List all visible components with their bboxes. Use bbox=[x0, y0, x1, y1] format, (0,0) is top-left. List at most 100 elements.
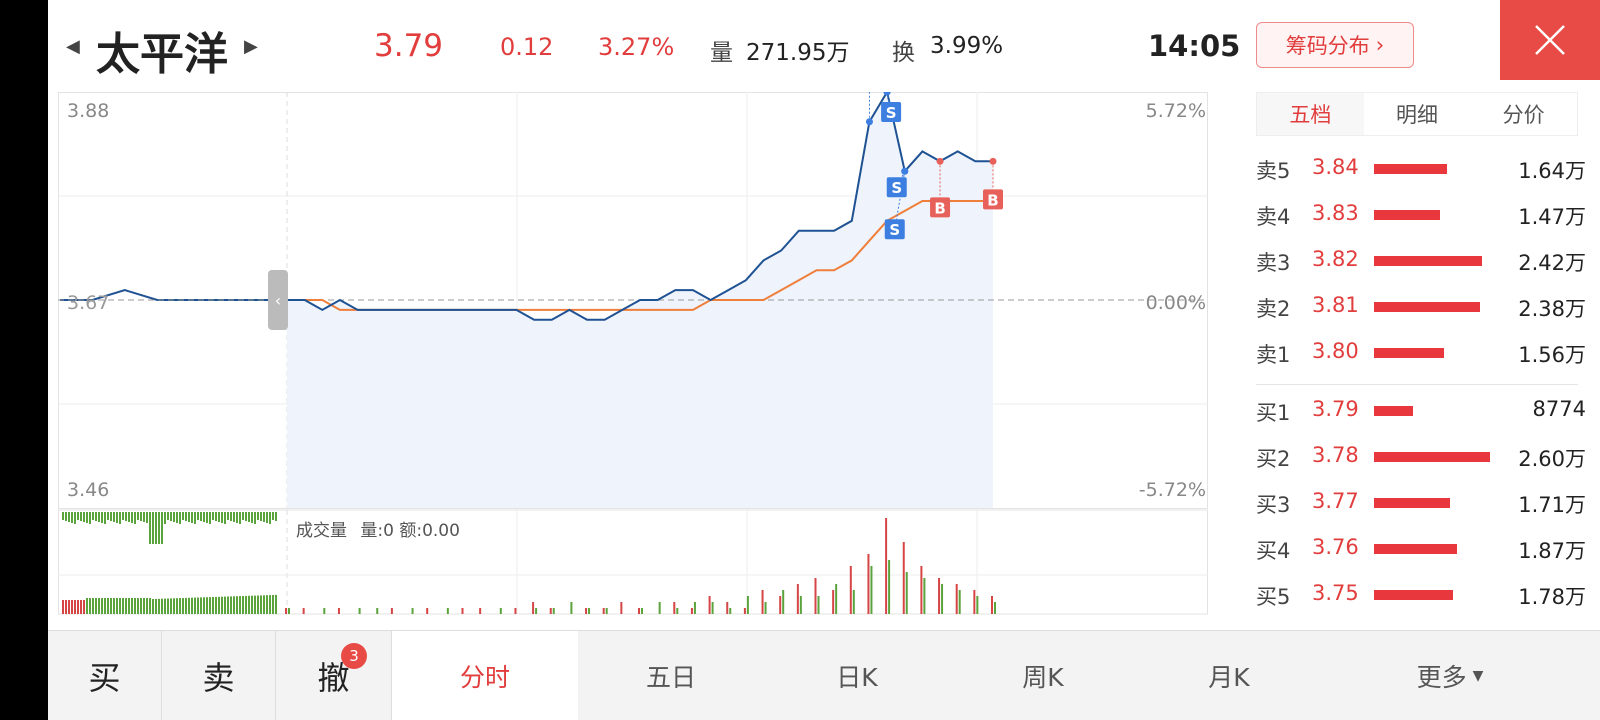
auction-volume-bar-top bbox=[185, 512, 187, 521]
auction-volume-bar bbox=[206, 597, 208, 614]
volume-bar-up bbox=[814, 578, 817, 614]
ask-row[interactable]: 卖5 3.84 1.64万 bbox=[1256, 152, 1586, 183]
bid-level-label: 买3 bbox=[1256, 493, 1291, 517]
tab-intraday[interactable]: 分时 bbox=[392, 631, 578, 720]
auction-volume-bar bbox=[62, 600, 64, 614]
volume-label: 量 bbox=[710, 40, 733, 66]
close-button[interactable] bbox=[1500, 0, 1600, 80]
y-axis-max-label: 3.88 bbox=[67, 100, 110, 122]
auction-volume-bar-top bbox=[134, 512, 136, 524]
pct-axis-min-label: -5.72% bbox=[1138, 479, 1206, 501]
auction-volume-bar bbox=[266, 595, 268, 614]
ask-row[interactable]: 卖1 3.80 1.56万 bbox=[1256, 336, 1586, 367]
volume-bar-up bbox=[285, 608, 287, 614]
prev-stock-icon[interactable]: ◀ bbox=[66, 36, 80, 57]
bid-row[interactable]: 买1 3.79 8774 bbox=[1256, 394, 1586, 425]
volume-bar-up bbox=[832, 590, 835, 614]
bid-volume-bar bbox=[1374, 590, 1453, 600]
auction-volume-bar bbox=[77, 600, 79, 614]
auction-volume-bar-top bbox=[179, 512, 181, 524]
auction-volume-bar bbox=[275, 594, 277, 614]
volume-bar-down bbox=[570, 602, 573, 614]
bid-row[interactable]: 买5 3.75 1.78万 bbox=[1256, 578, 1586, 609]
auction-volume-bar bbox=[149, 598, 151, 614]
auction-volume-bar bbox=[131, 598, 133, 614]
intraday-chart[interactable]: SSSSSBB 3.88 3.67 3.46 5.72% 0.00% -5.72… bbox=[58, 92, 1210, 630]
buy-signal-marker-label: B bbox=[987, 191, 998, 209]
ask-volume-bar bbox=[1374, 302, 1480, 312]
chip-distribution-label: 筹码分布 bbox=[1285, 34, 1370, 58]
ask-row[interactable]: 卖4 3.83 1.47万 bbox=[1256, 198, 1586, 229]
chart-collapse-handle[interactable]: ‹ bbox=[268, 270, 288, 330]
volume-bar-up bbox=[585, 608, 588, 614]
auction-volume-bar bbox=[233, 596, 235, 614]
auction-volume-bar bbox=[260, 595, 262, 614]
buy-button[interactable]: 买 bbox=[48, 631, 162, 720]
auction-volume-bar-top bbox=[197, 512, 199, 520]
tab-more[interactable]: 更多 ▼ bbox=[1322, 631, 1578, 720]
ask-volume: 1.56万 bbox=[1518, 343, 1586, 367]
auction-volume-bar bbox=[65, 600, 67, 614]
tab-weekly-k[interactable]: 周K bbox=[1022, 663, 1064, 692]
chip-distribution-button[interactable]: 筹码分布 › bbox=[1256, 22, 1414, 68]
cancel-order-button[interactable]: 撤 3 bbox=[276, 631, 392, 720]
ask-price: 3.80 bbox=[1312, 339, 1359, 363]
auction-volume-bar-top bbox=[188, 512, 190, 522]
volume-bar-down bbox=[411, 608, 414, 614]
volume-bar-down bbox=[905, 572, 908, 614]
volume-stat: 量:0 额:0.00 bbox=[360, 521, 460, 541]
ask-row[interactable]: 卖3 3.82 2.42万 bbox=[1256, 244, 1586, 275]
turnover-label: 换 bbox=[892, 40, 915, 66]
caret-down-icon: ▼ bbox=[1472, 668, 1484, 684]
auction-volume-bar bbox=[125, 598, 127, 614]
bid-level-label: 买1 bbox=[1256, 401, 1291, 425]
volume-bar-up bbox=[620, 602, 623, 614]
more-label: 更多 bbox=[1416, 663, 1467, 692]
auction-volume-bar bbox=[92, 598, 94, 614]
volume-bar-down bbox=[764, 602, 767, 614]
auction-volume-bar bbox=[158, 598, 160, 614]
auction-volume-bar-top bbox=[125, 512, 127, 521]
volume-bar-up bbox=[532, 602, 535, 614]
ask-volume-bar bbox=[1374, 210, 1440, 220]
ask-volume: 2.38万 bbox=[1518, 297, 1586, 321]
auction-volume-bar-top bbox=[218, 512, 220, 522]
tab-five-levels[interactable]: 五档 bbox=[1257, 93, 1364, 135]
auction-volume-bar bbox=[209, 597, 211, 614]
volume-bar-down bbox=[729, 608, 732, 614]
auction-volume-bar bbox=[116, 598, 118, 614]
next-stock-icon[interactable]: ▶ bbox=[244, 36, 258, 57]
cancel-count-badge: 3 bbox=[341, 643, 367, 669]
order-book-divider bbox=[1256, 384, 1578, 385]
tab-price-dist[interactable]: 分价 bbox=[1502, 103, 1545, 127]
auction-volume-bar-top bbox=[170, 512, 172, 521]
auction-volume-bar bbox=[74, 600, 76, 614]
bid-row[interactable]: 买3 3.77 1.71万 bbox=[1256, 486, 1586, 517]
volume-bar-down bbox=[817, 596, 820, 614]
volume-bar-up bbox=[514, 608, 517, 614]
tab-five-day[interactable]: 五日 bbox=[645, 663, 696, 692]
auction-volume-bar-top bbox=[101, 512, 103, 523]
bid-row[interactable]: 买4 3.76 1.87万 bbox=[1256, 532, 1586, 563]
auction-volume-bar bbox=[80, 600, 82, 614]
bid-row[interactable]: 买2 3.78 2.60万 bbox=[1256, 440, 1586, 471]
bottom-toolbar: 买 卖 撤 3 分时 五日 日K 周K 月K 更多 ▼ bbox=[48, 630, 1600, 720]
auction-volume-bar-top bbox=[206, 512, 208, 523]
tab-monthly-k[interactable]: 月K bbox=[1208, 663, 1250, 692]
auction-volume-bar-top bbox=[140, 512, 142, 521]
volume-bar-down bbox=[958, 590, 961, 614]
auction-volume-bar-top bbox=[248, 512, 250, 522]
auction-volume-bar bbox=[98, 598, 100, 614]
sell-button[interactable]: 卖 bbox=[162, 631, 276, 720]
auction-volume-bar bbox=[164, 598, 166, 614]
auction-volume-bar bbox=[95, 598, 97, 614]
auction-volume-bar bbox=[263, 595, 265, 614]
auction-volume-bar-top bbox=[74, 512, 76, 524]
auction-volume-bar bbox=[119, 598, 121, 614]
chevron-right-icon: › bbox=[1375, 33, 1385, 57]
volume-bar-up bbox=[920, 566, 923, 614]
tab-daily-k[interactable]: 日K bbox=[836, 663, 878, 692]
stock-name: 太平洋 bbox=[96, 29, 228, 80]
ask-row[interactable]: 卖2 3.81 2.38万 bbox=[1256, 290, 1586, 321]
tab-details[interactable]: 明细 bbox=[1396, 103, 1438, 127]
